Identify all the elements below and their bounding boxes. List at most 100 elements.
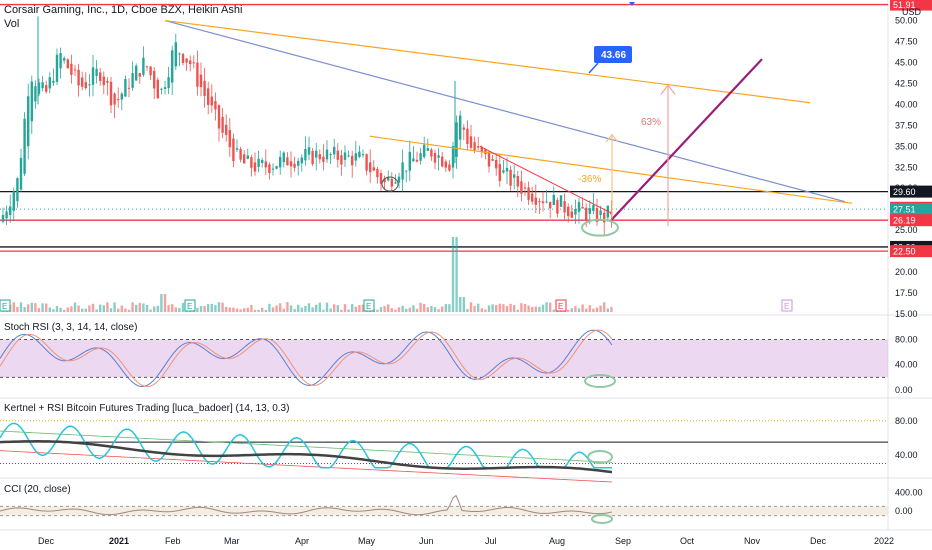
candle-body [372, 167, 375, 171]
candle-body [120, 93, 123, 100]
volume-bar [138, 302, 141, 312]
candle-body [523, 187, 527, 189]
volume-bar [167, 305, 170, 312]
candle-body [23, 118, 26, 174]
candle-body [387, 177, 390, 181]
candle-body [325, 149, 329, 160]
percent-change-annotation: -36% [578, 174, 601, 185]
candle-body [246, 155, 249, 159]
candle-body [196, 62, 199, 87]
candle-body [556, 200, 559, 214]
price-tick-label: 50.00 [895, 16, 918, 26]
volume-bar [444, 304, 447, 312]
candle-body [369, 162, 372, 173]
kertnel-tick-label: 40.00 [895, 450, 918, 460]
candle-body [70, 63, 73, 75]
candle-body [405, 170, 408, 172]
candle-body [451, 145, 455, 168]
earnings-marker-text: E [784, 302, 789, 311]
candle-body [401, 162, 404, 180]
volume-bar [271, 307, 275, 312]
volume-bar [577, 308, 581, 312]
candle-body [221, 116, 224, 133]
candle-body [9, 206, 12, 215]
volume-bar [253, 309, 257, 312]
earnings-marker-text: E [2, 302, 7, 311]
candle-body [520, 181, 523, 194]
candle-body [376, 168, 379, 178]
candle-body [336, 150, 339, 160]
volume-bar [124, 308, 127, 312]
kertnel-rsi-line [0, 422, 612, 469]
price-label-text: 27.51 [893, 205, 916, 215]
price-label-box [890, 214, 932, 227]
candle-body [106, 80, 109, 83]
volume-bar [120, 305, 123, 312]
candle-body [239, 148, 242, 160]
volume-bar [282, 308, 285, 312]
candle-body [415, 159, 419, 162]
volume-bar [304, 305, 307, 312]
volume-bar [63, 309, 66, 312]
volume-bar [145, 304, 149, 312]
candle-body [311, 150, 314, 165]
candle-body [138, 73, 141, 77]
volume-bar [552, 309, 555, 312]
volume-bar [181, 302, 185, 312]
candle-body [505, 167, 509, 172]
volume-bar [570, 308, 573, 312]
highlight-ellipse [587, 450, 613, 464]
candle-body [279, 156, 282, 168]
volume-bar [509, 303, 512, 312]
candle-body [408, 151, 411, 171]
volume-bar [55, 305, 59, 312]
candle-body [549, 201, 552, 209]
orange-arrow-head [605, 133, 619, 143]
candle-body [203, 80, 206, 96]
earnings-marker [363, 299, 375, 312]
volume-bar [394, 309, 397, 312]
price-label-box [890, 245, 932, 258]
candles-group [1, 33, 613, 235]
candle-body [354, 153, 357, 161]
candle-body [469, 136, 473, 148]
candle-body [509, 169, 512, 186]
volume-bar [19, 302, 23, 312]
price-label-text: 26.19 [893, 216, 916, 226]
candle-body [581, 206, 584, 209]
earnings-marker [555, 299, 567, 312]
volume-bar [88, 305, 91, 312]
volume-bar [329, 308, 332, 312]
stoch-rsi-label: Stoch RSI (3, 3, 14, 14, close) [4, 322, 138, 333]
earnings-marker-text: E [187, 302, 192, 311]
candle-body [264, 161, 267, 168]
volume-bar [376, 309, 379, 312]
volume-bar [217, 302, 221, 312]
volume-bar [484, 309, 487, 312]
candle-body [257, 158, 260, 168]
candle-body [538, 201, 541, 203]
candle-body [379, 173, 383, 184]
volume-bar [437, 309, 440, 312]
volume-bar [574, 306, 577, 312]
volume-bar [250, 305, 253, 312]
candle-body [419, 153, 422, 161]
candle-body [286, 157, 289, 166]
candle-body [480, 146, 483, 152]
volume-bar [343, 304, 347, 312]
volume-bar [156, 305, 159, 312]
candle-body [513, 174, 516, 178]
candle-body [437, 155, 440, 158]
candle-body [603, 212, 606, 223]
candle-body [343, 152, 347, 160]
volume-bar [225, 306, 228, 312]
candle-body [329, 154, 332, 156]
candle-body [163, 87, 167, 89]
candle-body [307, 147, 311, 155]
orange-channel-lower [369, 135, 853, 204]
volume-bar [41, 303, 44, 312]
volume-bar [12, 302, 15, 312]
time-axis-label: Sep [615, 536, 631, 546]
candle-body [592, 204, 595, 212]
